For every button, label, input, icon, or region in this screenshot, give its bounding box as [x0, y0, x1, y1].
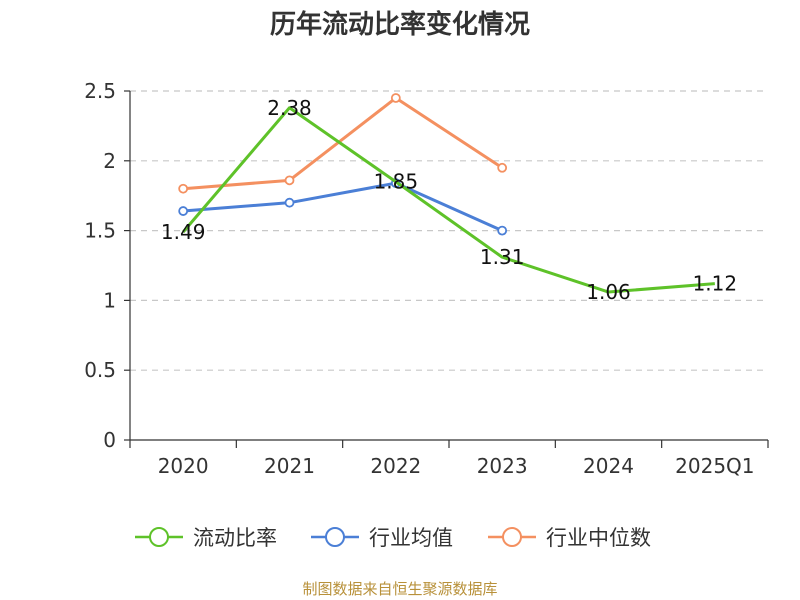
grid-lines	[130, 90, 768, 371]
data-label: 1.85	[374, 170, 419, 194]
x-tick-label: 2021	[264, 454, 315, 478]
x-tick-label: 2025Q1	[675, 454, 754, 478]
series-point-1	[497, 225, 508, 236]
y-tick-label: 1.5	[84, 219, 116, 243]
source-note: 制图数据来自恒生聚源数据库	[302, 580, 498, 598]
legend-item-1: 行业均值	[311, 526, 453, 550]
data-label: 1.06	[586, 280, 631, 304]
legend-swatch-marker	[502, 527, 522, 547]
y-tick-label: 0	[103, 428, 116, 452]
series-point-2	[178, 183, 189, 194]
legend-item-0: 流动比率	[135, 526, 277, 550]
y-tick-label: 1	[103, 288, 116, 312]
y-tick-label: 2	[103, 149, 116, 173]
series-point-2	[284, 175, 295, 186]
series-line-0	[182, 106, 715, 294]
data-labels: 1.49 2.38 1.85 1.31 1.06 1.12	[161, 96, 737, 304]
chart-title: 历年流动比率变化情况	[269, 10, 530, 40]
y-tick-label: 2.5	[84, 79, 116, 103]
x-tick-label: 2020	[158, 454, 209, 478]
series-lines	[178, 93, 715, 294]
series-point-1	[284, 197, 295, 208]
x-tick-label: 2024	[583, 454, 634, 478]
series-line-2	[183, 96, 503, 191]
data-label: 1.49	[161, 220, 206, 244]
series-point-1	[178, 206, 189, 216]
data-label: 2.38	[267, 96, 312, 120]
legend-swatch-marker	[149, 527, 169, 547]
x-tick-label: 2023	[477, 454, 528, 478]
data-label: 1.12	[693, 272, 738, 296]
series-point-2	[390, 93, 401, 103]
data-label: 1.31	[480, 245, 525, 269]
legend-item-2: 行业中位数	[488, 526, 651, 550]
x-tick-label: 2022	[370, 454, 421, 478]
series-line-1	[183, 181, 503, 232]
y-tick-label: 0.5	[84, 358, 116, 382]
axes: 0 0.5 1 1.5 2 2.5 2020 2021 2022 2023 2024 2025Q1	[84, 79, 769, 478]
legend-label: 行业中位数	[546, 526, 651, 550]
legend: 流动比率 行业均值 行业中位数	[135, 526, 651, 550]
legend-label: 流动比率	[193, 526, 277, 550]
legend-label: 行业均值	[369, 526, 453, 550]
legend-swatch-marker	[325, 527, 345, 547]
series-point-2	[497, 162, 508, 173]
